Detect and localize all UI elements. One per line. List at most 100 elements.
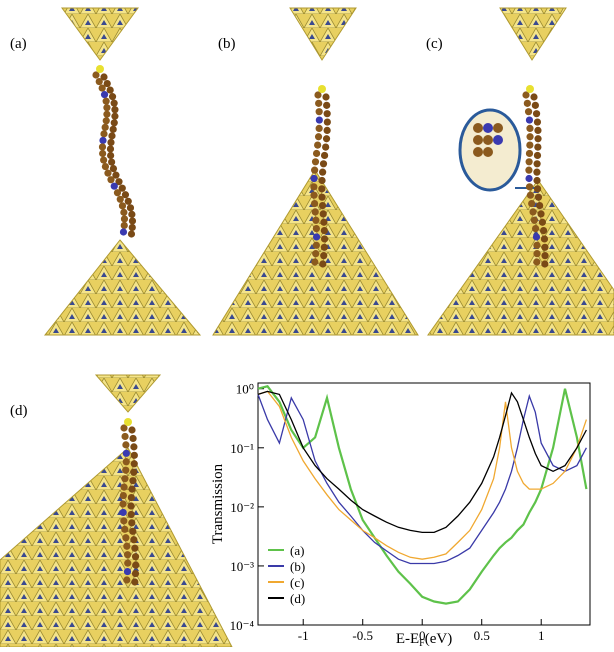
plot-frame [257, 382, 591, 626]
atom [128, 426, 136, 434]
atom [127, 230, 136, 238]
atom [128, 223, 136, 232]
sulfur [318, 85, 326, 93]
tip-top [499, 7, 567, 61]
atom [533, 250, 541, 258]
atom [522, 91, 530, 99]
atom [122, 466, 130, 474]
atom [534, 126, 542, 134]
atom [473, 123, 483, 133]
atom [98, 143, 107, 151]
tip-bottom [427, 179, 614, 336]
atom [127, 510, 135, 519]
sulfur [96, 65, 104, 73]
panel-label: (a) [10, 36, 27, 52]
x-tick-label: 0 [419, 628, 426, 643]
atom [314, 91, 322, 99]
atom [531, 101, 539, 109]
tip-bottom [43, 239, 202, 336]
series-line [257, 390, 588, 560]
atom [110, 99, 118, 107]
x-tick-label: 0.5 [474, 628, 490, 643]
atom [123, 567, 132, 576]
atom [315, 116, 323, 124]
atom [532, 110, 541, 118]
legend-label: (b) [290, 559, 305, 574]
atom [131, 578, 139, 586]
atom [123, 542, 131, 550]
atom [101, 162, 110, 171]
panel-label: (c) [426, 36, 443, 52]
atom [534, 143, 542, 151]
x-tick-label: -0.5 [352, 628, 373, 643]
atom [526, 141, 534, 149]
atom [320, 227, 328, 235]
atom [533, 160, 541, 168]
atom [323, 126, 331, 134]
atom [111, 106, 119, 114]
atom [533, 151, 542, 160]
atom [310, 174, 318, 183]
atom [130, 451, 138, 459]
atom [315, 108, 323, 116]
atom [121, 475, 129, 483]
atom [108, 158, 116, 166]
atom [121, 432, 129, 441]
atom [541, 243, 549, 251]
atom [128, 217, 137, 225]
atom [130, 536, 138, 544]
sulfur [124, 418, 132, 426]
atom [120, 424, 128, 432]
atom [540, 235, 549, 243]
tip-top [289, 7, 357, 61]
atom [319, 168, 327, 176]
y-axis-label: Transmission [210, 463, 226, 544]
atom [126, 204, 135, 212]
series-line [257, 393, 587, 565]
atom [116, 195, 124, 203]
atom [119, 508, 127, 517]
atom [493, 123, 503, 133]
structures: (a) (b) (c) (d) [0, 7, 614, 648]
atom [312, 241, 320, 249]
y-tick-label: 10⁰ [236, 382, 254, 397]
atom [314, 141, 322, 149]
atom [100, 156, 108, 164]
series-line [257, 385, 588, 605]
atom [319, 210, 327, 218]
atom [110, 182, 118, 190]
atom [99, 149, 107, 158]
series-line [257, 390, 587, 534]
x-label-sub: F [419, 638, 425, 647]
atom [320, 243, 328, 251]
atom [110, 119, 118, 127]
atom [311, 208, 319, 216]
y-tick-label: 10⁻¹ [230, 441, 254, 456]
atom [107, 138, 115, 147]
atom [322, 143, 330, 151]
atom [320, 252, 328, 260]
atom [109, 164, 118, 173]
atom [531, 225, 540, 233]
atom [129, 477, 137, 485]
atom [127, 502, 135, 510]
atom [128, 210, 136, 218]
atom [122, 441, 130, 449]
tip-top [61, 7, 139, 61]
atom [534, 135, 542, 143]
atom [320, 235, 329, 243]
atom [538, 218, 547, 226]
atom [104, 169, 112, 177]
atom [541, 260, 549, 268]
atom [120, 208, 128, 216]
x-label-main: E-E [396, 631, 419, 647]
y-tick-label: 10⁻² [230, 500, 254, 515]
atom [128, 485, 136, 493]
atom [124, 197, 132, 205]
atom [131, 544, 139, 552]
atom [102, 117, 110, 125]
chart: Transmission E-EF(eV) -1 -0.5 0 0.5 1 10⁰ 10⁻¹… [210, 382, 591, 649]
x-label-unit: (eV) [425, 631, 452, 647]
atom [532, 233, 541, 241]
